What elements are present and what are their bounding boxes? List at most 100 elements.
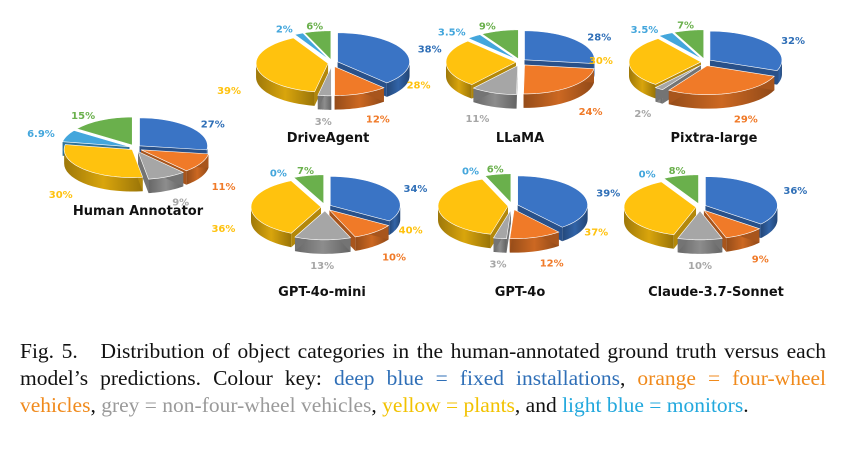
pie-slice-four-wheel-vehicles bbox=[328, 209, 390, 238]
pie-slice-non-four-wheel-vehicles bbox=[472, 65, 518, 95]
pie-slice-other bbox=[663, 174, 699, 205]
pie-label-non-four-wheel-vehicles: 9% bbox=[172, 197, 189, 208]
pie-human-annotator: 27% 11% 9% 30% 6.9% 15% Human Annotator bbox=[27, 111, 235, 219]
pie-slice-other bbox=[481, 29, 519, 60]
pie-side-plants bbox=[251, 207, 292, 248]
pie-label-plants: 28% bbox=[407, 80, 431, 91]
pie-slice-fixed-installations bbox=[524, 30, 595, 64]
pie-title: DriveAgent bbox=[287, 131, 370, 146]
pie-gpt-4o: 39% 12% 3% 40% 0% 6% GPT-4o bbox=[399, 165, 621, 301]
pie-slice-monitors bbox=[658, 32, 703, 60]
pie-label-four-wheel-vehicles: 24% bbox=[579, 107, 603, 118]
pie-llama: 28% 24% 11% 28% 3.5% 9% LLaMA bbox=[407, 21, 612, 146]
pie-side-plants bbox=[624, 207, 674, 249]
pie-label-non-four-wheel-vehicles: 3% bbox=[315, 117, 332, 128]
pie-title: GPT-4o-mini bbox=[278, 285, 366, 300]
pie-slice-fixed-installations bbox=[517, 175, 588, 228]
pie-slice-fixed-installations bbox=[329, 176, 401, 222]
pie-title: Claude-3.7-Sonnet bbox=[648, 285, 784, 300]
pie-label-four-wheel-vehicles: 10% bbox=[382, 253, 406, 264]
pie-label-other: 6% bbox=[306, 22, 323, 33]
caption-light-blue-key: light blue = monitors bbox=[562, 393, 744, 417]
figure-caption: Fig. 5. Distribution of object categorie… bbox=[20, 338, 826, 419]
pie-label-plants: 37% bbox=[584, 228, 608, 239]
pie-slice-non-four-wheel-vehicles bbox=[677, 210, 723, 241]
pie-label-fixed-installations: 39% bbox=[596, 188, 620, 199]
pie-wall-non-four-wheel-vehicles bbox=[655, 65, 701, 102]
caption-orange-key: orange = four-wheel vehicles bbox=[20, 366, 827, 417]
pie-title: Human Annotator bbox=[73, 204, 204, 219]
pie-label-non-four-wheel-vehicles: 13% bbox=[310, 261, 334, 272]
caption-yellow-key: yellow = plants bbox=[382, 393, 515, 417]
pie-label-monitors: 3.5% bbox=[438, 28, 466, 39]
pie-label-fixed-installations: 32% bbox=[781, 36, 805, 47]
pie-side-plants bbox=[256, 63, 315, 106]
pie-slice-non-four-wheel-vehicles bbox=[294, 210, 352, 241]
pie-label-non-four-wheel-vehicles: 10% bbox=[688, 261, 712, 272]
pie-slice-four-wheel-vehicles bbox=[668, 65, 775, 95]
caption-text: Distribution of object categories in the… bbox=[20, 339, 827, 390]
pie-side-plants bbox=[64, 149, 143, 192]
pie-label-other: 7% bbox=[677, 21, 694, 32]
pie-label-fixed-installations: 36% bbox=[783, 186, 807, 197]
pie-slice-plants bbox=[437, 178, 509, 235]
pie-slice-plants bbox=[255, 37, 329, 93]
pie-label-four-wheel-vehicles: 29% bbox=[734, 114, 758, 125]
pie-slice-other bbox=[303, 30, 332, 61]
pie-slice-plants bbox=[623, 181, 697, 236]
pie-label-plants: 36% bbox=[211, 224, 235, 235]
pie-slice-four-wheel-vehicles bbox=[703, 209, 761, 239]
pie-side-four-wheel-vehicles bbox=[668, 76, 775, 109]
pie-label-plants: 30% bbox=[589, 56, 613, 67]
pie-side-plants bbox=[629, 61, 656, 99]
pie-slice-fixed-installations bbox=[709, 30, 783, 71]
pie-side-fixed-installations bbox=[562, 204, 588, 242]
pie-label-monitors: 0% bbox=[639, 170, 656, 181]
pie-label-plants: 40% bbox=[399, 225, 423, 236]
pie-gpt-4o-mini: 34% 10% 13% 36% 0% 7% GPT-4o-mini bbox=[211, 166, 427, 300]
pie-label-other: 7% bbox=[297, 166, 314, 177]
pie-side-non-four-wheel-vehicles bbox=[294, 237, 351, 254]
pie-label-monitors: 6.9% bbox=[27, 129, 55, 140]
pie-label-four-wheel-vehicles: 11% bbox=[212, 182, 236, 193]
pie-label-monitors: 0% bbox=[462, 167, 479, 178]
pie-slice-plants bbox=[445, 40, 517, 85]
caption-separator: , bbox=[619, 366, 638, 390]
pie-title: GPT-4o bbox=[495, 285, 546, 300]
pie-slice-non-four-wheel-vehicles bbox=[492, 209, 512, 240]
pie-slice-plants bbox=[628, 38, 702, 85]
pie-side-fixed-installations bbox=[389, 205, 401, 235]
pie-label-non-four-wheel-vehicles: 2% bbox=[634, 109, 651, 120]
pie-slice-non-four-wheel-vehicles bbox=[654, 64, 702, 91]
pie-side-four-wheel-vehicles bbox=[523, 68, 594, 108]
caption-grey-key: grey = non-four-wheel vehicles bbox=[101, 393, 372, 417]
pie-label-four-wheel-vehicles: 12% bbox=[366, 115, 390, 126]
caption-separator: , bbox=[90, 393, 102, 417]
pie-label-plants: 30% bbox=[49, 190, 73, 201]
pie-side-fixed-installations bbox=[386, 61, 410, 97]
caption-separator: , bbox=[371, 393, 383, 417]
pie-label-non-four-wheel-vehicles: 11% bbox=[465, 114, 489, 125]
pie-label-monitors: 0% bbox=[270, 168, 287, 179]
pie-slice-monitors bbox=[467, 34, 517, 60]
pie-wall-non-four-wheel-vehicles bbox=[137, 151, 149, 194]
pie-slice-plants bbox=[250, 180, 322, 234]
pie-label-fixed-installations: 28% bbox=[587, 33, 611, 44]
pie-slice-non-four-wheel-vehicles bbox=[137, 150, 185, 180]
pie-label-monitors: 2% bbox=[276, 24, 293, 35]
caption-separator: , and bbox=[514, 393, 563, 417]
caption-end: . bbox=[743, 393, 749, 417]
pie-label-four-wheel-vehicles: 12% bbox=[540, 258, 564, 269]
pie-side-fixed-installations bbox=[760, 205, 778, 239]
pie-slice-fixed-installations bbox=[337, 32, 410, 84]
pie-label-fixed-installations: 27% bbox=[201, 120, 225, 131]
pie-label-other: 15% bbox=[71, 111, 95, 122]
pie-slice-fixed-installations bbox=[139, 117, 208, 151]
pie-slice-four-wheel-vehicles bbox=[523, 64, 595, 95]
pie-slice-monitors bbox=[62, 130, 130, 148]
caption-prefix: Fig. 5. bbox=[20, 339, 78, 363]
pie-label-other: 6% bbox=[487, 165, 504, 176]
pie-title: LLaMA bbox=[496, 131, 544, 146]
pie-slice-four-wheel-vehicles bbox=[141, 149, 209, 172]
pie-title: Pixtra-large bbox=[671, 131, 758, 146]
